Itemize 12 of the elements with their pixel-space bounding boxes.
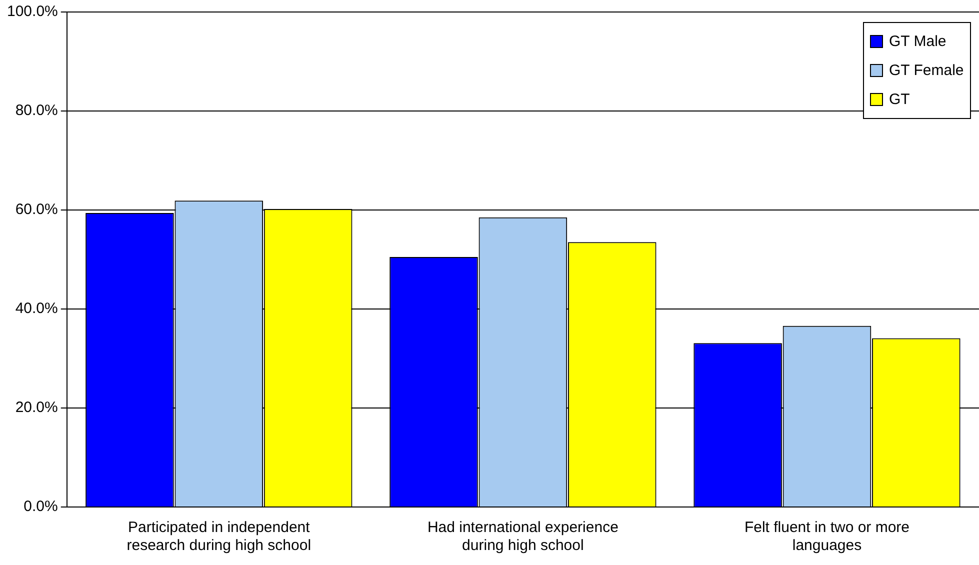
y-tick-label: 40.0% — [15, 300, 58, 318]
legend-label: GT Female — [889, 62, 964, 79]
y-tick-label: 60.0% — [15, 201, 58, 218]
legend-label: GT — [889, 91, 910, 108]
y-tick-label: 80.0% — [15, 102, 58, 120]
legend-label: GT Male — [889, 33, 946, 50]
x-tick-label: Had international experience during high school — [427, 519, 618, 554]
x-tick-label: Participated in independent research during high school — [126, 519, 312, 554]
x-tick-label: Felt fluent in two or more languages — [744, 519, 910, 554]
y-tick-label: 100.0% — [7, 3, 58, 20]
y-tick-label: 0.0% — [24, 498, 58, 516]
y-tick-label: 20.0% — [15, 399, 58, 416]
